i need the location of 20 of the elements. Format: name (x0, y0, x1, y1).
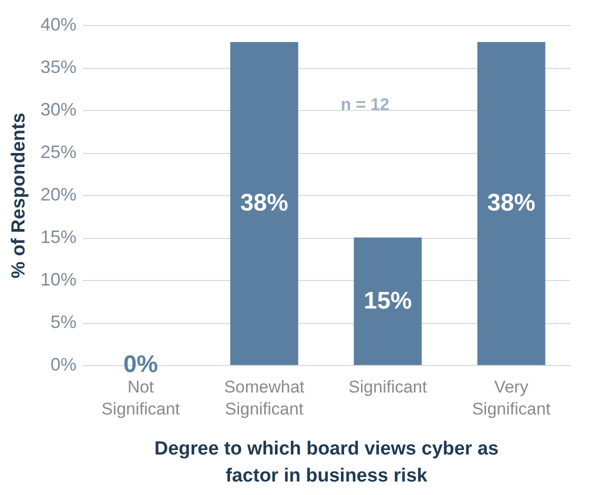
y-tick-label: 35% (40, 57, 76, 77)
x-axis-title: Degree to which board views cyber as factor in business risk (154, 438, 499, 486)
annotation: n = 12 (340, 94, 390, 114)
data-label: 0% (123, 351, 158, 378)
y-tick-label: 0% (50, 354, 76, 374)
x-tick-label: Somewhat Significant (224, 378, 305, 418)
y-tick-label: 15% (40, 227, 76, 247)
y-tick-label: 40% (40, 14, 76, 34)
x-tick-label: Not Significant (101, 378, 180, 418)
data-label: 15% (364, 287, 412, 314)
y-tick-label: 20% (40, 184, 76, 204)
y-axis-title: % of Respondents (8, 112, 30, 278)
y-tick-label: 30% (40, 100, 76, 120)
y-tick-label: 10% (40, 270, 76, 290)
y-tick-label: 5% (50, 312, 76, 332)
y-tick-label: 25% (40, 142, 76, 162)
x-tick-label: Very Significant (472, 378, 551, 418)
x-tick-label: Significant (348, 378, 428, 396)
data-label: 38% (240, 190, 288, 216)
data-label: 38% (487, 190, 536, 216)
